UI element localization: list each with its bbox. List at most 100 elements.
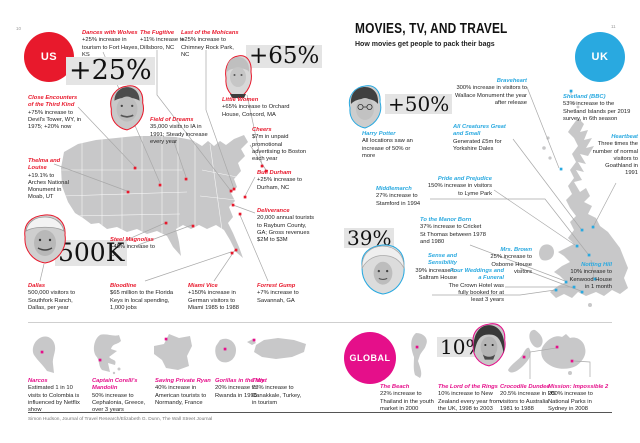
entry-desc: $7m in unpaid promotional advertising to… [252,134,307,163]
entry-title: Miami Vice [188,283,218,289]
entry-forrest-gump: Forrest Gump +7% increase to Savannah, G… [257,283,315,305]
entry-title: Notting Hill [581,262,612,268]
right-page-number: 11 [611,24,616,29]
entry-captain-corellis-mandolin: Captain Corelli's Mandolin 50% increase … [92,378,148,414]
entry-four-weddings-and-a-funeral: Four Weddings and a Funeral The Crown Ho… [448,268,504,304]
entry-title: Four Weddings and a Funeral [450,268,504,282]
entry-desc: +65% increase to Orchard House, Concord,… [222,104,290,118]
entry-desc: All locations saw an increase of 50% or … [362,138,413,159]
entry-gorillas-in-the-mist: Gorillas in the Mist 20% increase to Rwa… [215,378,271,400]
entry-title: Dances with Wolves [82,30,138,36]
entry-the-fugitive: The Fugitive +11% increase to Dillsboro,… [140,30,186,52]
entry-title: Middlemarch [376,186,412,192]
entry-title: To the Manor Born [420,217,472,223]
entry-title: Captain Corelli's Mandolin [92,378,138,392]
entry-desc: 73% increase to Canakkale, Turkey, in to… [252,385,302,406]
entry-notting-hill: Notting Hill 10% increase to Kenwood Hou… [566,262,612,291]
entry-desc: +48% increase to LA [110,244,155,258]
entry-desc: Three times the number of normal visitor… [592,141,638,177]
entry-desc: 35,000 visits to IA in 1991; Steady incr… [150,124,208,145]
entry-desc: 10% increase to New Zealand every year f… [438,391,501,412]
entry-bloodline: Bloodline $65 million to the Florida Key… [110,283,180,312]
entry-title: Little Women [222,97,259,103]
entry-title: All Creatures Great and Small [453,124,506,138]
stat-sense-and-sensibility: 39% [344,228,395,248]
entry-desc: +7% increase to Savannah, GA [257,290,299,304]
entry-title: Cheers [252,127,272,133]
global-map-markers [40,337,574,363]
entry-miami-vice: Miami Vice +150% increase in German visi… [188,283,250,312]
entry-desc: $65 million to the Florida Keys in local… [110,290,174,311]
entry-cheers: Cheers $7m in unpaid promotional adverti… [252,127,308,163]
entry-title: Gorillas in the Mist [215,378,267,384]
entry-desc: 25% increase to Osborne House visitors [490,254,532,275]
entry-title: Forrest Gump [257,283,296,289]
global-section-divider [28,322,612,323]
entry-title: The Fugitive [140,30,175,36]
entry-desc: 500,000 visitors to Southfork Ranch, Dal… [28,290,76,311]
footer-rule [28,412,612,413]
entry-desc: +25% increase to Chimney Rock Park, NC [181,37,234,58]
entry-desc: +11% increase to Dillsboro, NC [140,37,185,51]
entry-desc: 200% increase to National Parks in Sydne… [548,391,593,412]
us-map-markers [126,164,268,255]
entry-title: Narcos [28,378,48,384]
entry-dallas: Dallas 500,000 visitors to Southfork Ran… [28,283,90,312]
entry-close-encounters: Close Encounters of the Third Kind +75% … [28,95,84,131]
entry-desc: 20.5% increase in US visitors to Austral… [500,391,556,412]
entry-title: Dallas [28,283,46,289]
entry-title: Bull Durham [257,170,292,176]
page-title: MOVIES, TV, AND TRAVEL [355,21,508,37]
dallas-cowboy-portrait [24,214,66,264]
entry-title: Deliverance [257,208,290,214]
entry-desc: +19.1% to Arches National Monument in Mo… [28,172,69,201]
uk-map [539,101,628,307]
uk-badge: UK [575,32,625,82]
entry-desc: 10% increase to Kenwood House in 1 month [569,269,612,290]
entry-title: Steel Magnolias [110,237,154,243]
entry-desc: +150% increase in German visitors to Mia… [188,290,239,311]
entry-title: Shetland (BBC) [563,94,606,100]
entry-title: Pride and Prejudice [437,176,492,182]
entry-desc: +25% increase to Durham, NC [257,177,302,191]
entry-dances-with-wolves: Dances with Wolves +25% increase in tour… [82,30,140,59]
entry-title: Thelma and Louise [28,158,61,172]
entry-desc: 39% increase to Saltram House [415,267,457,281]
entry-title: Troy [252,378,265,384]
us-badge: US [24,32,74,82]
entry-desc: 27% increase to Stamford in 1994 [376,193,421,207]
entry-shetland-bbc: Shetland (BBC) 53% increase to the Shetl… [563,94,633,123]
footer-credit: Simon Hudson, Journal of Travel Research… [28,417,213,422]
entry-desc: 53% increase to the Shetland Islands per… [563,101,631,122]
entry-to-the-manor-born: To the Manor Born 37% increase to Cricke… [420,217,488,246]
entry-mrs-brown: Mrs. Brown 25% increase to Osborne House… [476,247,532,276]
entry-heartbeat: Heartbeat Three times the number of norm… [592,134,638,178]
entry-desc: 300% increase in visitors to Wallace Mon… [455,85,527,106]
uk-leader-lines [430,86,617,296]
entry-title: Field of Dreams [150,117,194,123]
us-map [61,135,248,258]
entry-pride-and-prejudice: Pride and Prejudice 150% increase in vis… [426,176,492,198]
entry-troy: Troy 73% increase to Canakkale, Turkey, … [252,378,302,407]
entry-deliverance: Deliverance 20,000 annual tourists to Ra… [257,208,315,244]
entry-bull-durham: Bull Durham +25% increase to Durham, NC [257,170,313,192]
entry-last-of-the-mohicans: Last of the Mohicans +25% increase to Ch… [181,30,243,59]
little-women-portrait [225,55,252,99]
entry-desc: 50% increase to Cephalonia, Greece, over… [92,392,146,414]
entry-desc: 22% increase to Thailand in the youth ma… [380,391,434,412]
entry-little-women: Little Women +65% increase to Orchard Ho… [222,97,298,119]
entry-crocodile-dundee: Crocodile Dundee 20.5% increase in US vi… [500,384,558,413]
entry-title: Mission: Impossible 2 [548,384,609,390]
uk-landmass [539,101,628,307]
entry-saving-private-ryan: Saving Private Ryan 40% increase in Amer… [155,378,219,407]
colombia-map [32,336,56,373]
stat-little-women: +65% [246,44,323,69]
dances-with-wolves-portrait [110,85,144,131]
entry-harry-potter: Harry Potter All locations saw an increa… [362,131,414,160]
entry-all-creatures-great-and-small: All Creatures Great and Small Generated … [453,124,515,153]
entry-desc: The Crown Hotel was fully booked for at … [448,282,504,304]
entry-title: The Lord of the Rings [438,384,498,390]
stat-dances-with-wolves: +25% [66,57,155,85]
